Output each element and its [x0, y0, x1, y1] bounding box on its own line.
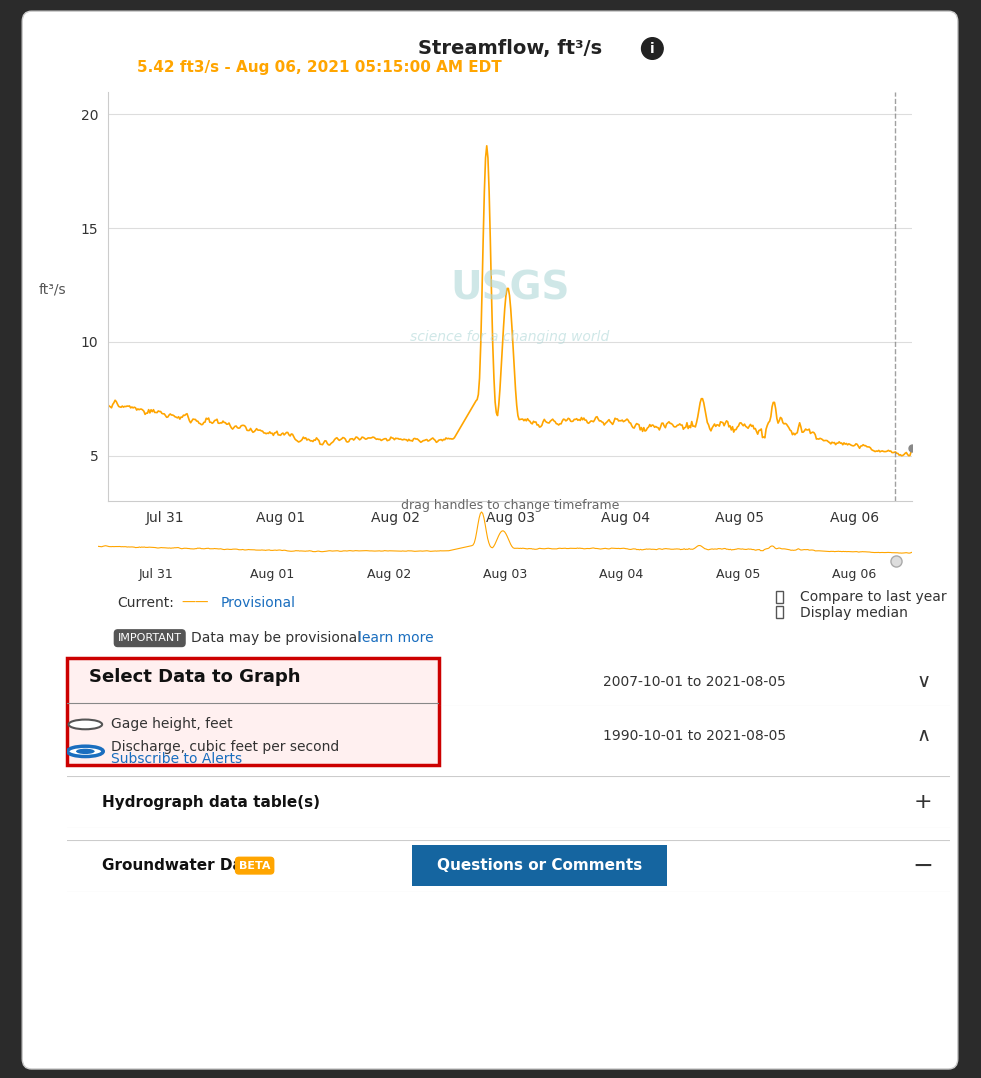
Text: −: − [912, 854, 934, 877]
FancyBboxPatch shape [23, 11, 957, 1069]
Text: ——: —— [181, 596, 209, 609]
Text: Display median: Display median [800, 607, 907, 620]
Text: drag handles to change timeframe: drag handles to change timeframe [401, 499, 619, 512]
Text: 2007-10-01 to 2021-08-05: 2007-10-01 to 2021-08-05 [603, 675, 786, 689]
Text: Compare to last year: Compare to last year [800, 591, 946, 604]
Text: Data may be provisional -: Data may be provisional - [191, 632, 375, 645]
Text: Aug 06: Aug 06 [832, 567, 876, 581]
FancyBboxPatch shape [399, 843, 680, 888]
Text: BETA: BETA [239, 860, 271, 871]
Y-axis label: ft³/s: ft³/s [39, 282, 67, 296]
Text: Provisional: Provisional [221, 596, 295, 609]
Text: i: i [650, 42, 654, 55]
Text: Groundwater Data: Groundwater Data [102, 858, 261, 873]
Text: 5.42 ft3/s - Aug 06, 2021 05:15:00 AM EDT: 5.42 ft3/s - Aug 06, 2021 05:15:00 AM ED… [137, 60, 502, 75]
Text: Aug 02: Aug 02 [367, 567, 411, 581]
Text: Aug 05: Aug 05 [716, 567, 760, 581]
Text: +: + [914, 792, 932, 812]
Text: Streamflow, ft³/s: Streamflow, ft³/s [418, 39, 602, 58]
Text: 1990-10-01 to 2021-08-05: 1990-10-01 to 2021-08-05 [603, 729, 786, 743]
Circle shape [68, 746, 103, 757]
Text: Aug 01: Aug 01 [250, 567, 294, 581]
Bar [776, 606, 783, 619]
Bar [776, 591, 783, 604]
Text: ⓘ: ⓘ [647, 40, 657, 57]
FancyBboxPatch shape [67, 658, 439, 765]
Text: Current:: Current: [118, 596, 175, 609]
Text: Select Data to Graph: Select Data to Graph [89, 668, 300, 686]
Text: Hydrograph data table(s): Hydrograph data table(s) [102, 794, 320, 810]
Text: science for a changing world: science for a changing world [410, 331, 610, 344]
Circle shape [69, 720, 102, 729]
Text: Aug 03: Aug 03 [483, 567, 528, 581]
Text: Questions or Comments: Questions or Comments [437, 858, 643, 873]
Circle shape [77, 748, 94, 755]
Text: learn more: learn more [358, 632, 434, 645]
Text: ∧: ∧ [917, 727, 931, 745]
Text: Jul 31: Jul 31 [139, 567, 174, 581]
Text: USGS: USGS [450, 270, 570, 307]
Text: Aug 04: Aug 04 [599, 567, 644, 581]
Text: Subscribe to Alerts: Subscribe to Alerts [112, 752, 242, 765]
Text: Gage height, feet: Gage height, feet [112, 718, 233, 731]
Text: Discharge, cubic feet per second: Discharge, cubic feet per second [112, 741, 339, 754]
Text: IMPORTANT: IMPORTANT [118, 633, 181, 644]
Text: ∨: ∨ [917, 673, 931, 691]
